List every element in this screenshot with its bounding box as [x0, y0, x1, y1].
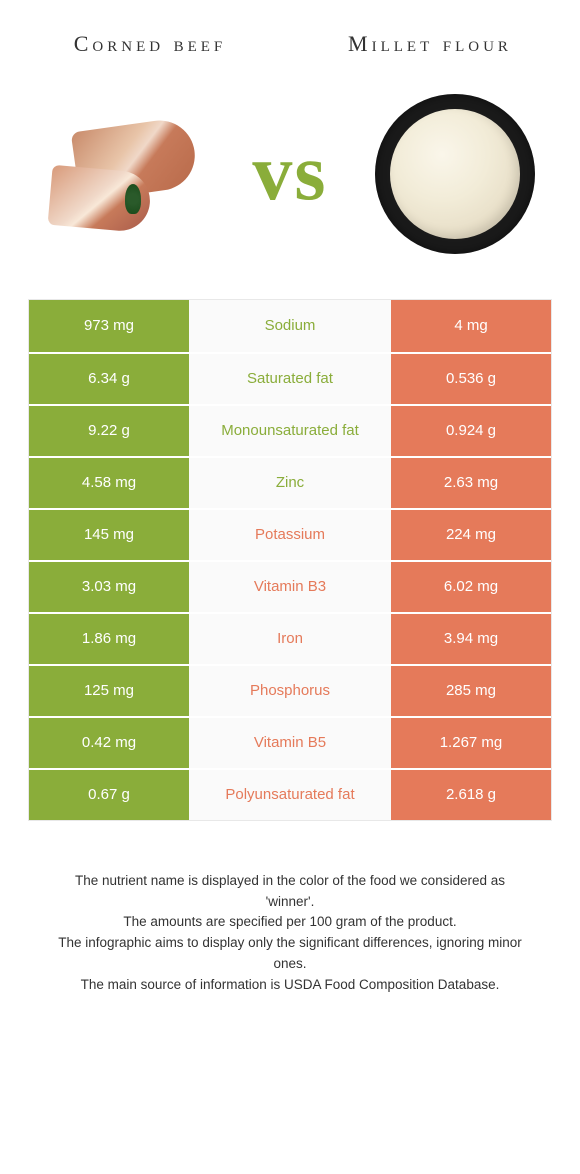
table-row: 3.03 mgVitamin B36.02 mg — [29, 560, 551, 612]
nutrient-name-cell: Saturated fat — [189, 354, 391, 404]
right-value-cell: 4 mg — [391, 300, 551, 352]
nutrient-name-cell: Phosphorus — [189, 666, 391, 716]
nutrient-name-cell: Potassium — [189, 510, 391, 560]
millet-flour-image — [370, 89, 540, 259]
right-value-cell: 2.618 g — [391, 770, 551, 820]
footer-line: The infographic aims to display only the… — [50, 933, 530, 975]
table-row: 9.22 gMonounsaturated fat0.924 g — [29, 404, 551, 456]
right-value-cell: 6.02 mg — [391, 562, 551, 612]
vs-label: vs — [252, 128, 327, 219]
right-value-cell: 3.94 mg — [391, 614, 551, 664]
right-value-cell: 1.267 mg — [391, 718, 551, 768]
left-value-cell: 125 mg — [29, 666, 189, 716]
infographic-container: Corned beef Millet flour vs 973 mgSodium… — [0, 0, 580, 1036]
nutrient-name-cell: Vitamin B3 — [189, 562, 391, 612]
footer-line: The amounts are specified per 100 gram o… — [50, 912, 530, 933]
table-row: 0.67 gPolyunsaturated fat2.618 g — [29, 768, 551, 820]
left-value-cell: 3.03 mg — [29, 562, 189, 612]
right-value-cell: 0.924 g — [391, 406, 551, 456]
right-value-cell: 2.63 mg — [391, 458, 551, 508]
left-value-cell: 0.67 g — [29, 770, 189, 820]
left-value-cell: 145 mg — [29, 510, 189, 560]
nutrient-name-cell: Zinc — [189, 458, 391, 508]
left-value-cell: 973 mg — [29, 300, 189, 352]
table-row: 6.34 gSaturated fat0.536 g — [29, 352, 551, 404]
footer-notes: The nutrient name is displayed in the co… — [20, 821, 560, 1017]
left-value-cell: 9.22 g — [29, 406, 189, 456]
table-row: 973 mgSodium4 mg — [29, 300, 551, 352]
left-value-cell: 0.42 mg — [29, 718, 189, 768]
titles-row: Corned beef Millet flour — [20, 30, 560, 59]
nutrient-name-cell: Sodium — [189, 300, 391, 352]
right-value-cell: 0.536 g — [391, 354, 551, 404]
hero-row: vs — [20, 59, 560, 299]
table-row: 4.58 mgZinc2.63 mg — [29, 456, 551, 508]
left-value-cell: 4.58 mg — [29, 458, 189, 508]
table-row: 145 mgPotassium224 mg — [29, 508, 551, 560]
footer-line: The main source of information is USDA F… — [50, 975, 530, 996]
left-value-cell: 1.86 mg — [29, 614, 189, 664]
left-value-cell: 6.34 g — [29, 354, 189, 404]
table-row: 1.86 mgIron3.94 mg — [29, 612, 551, 664]
table-row: 0.42 mgVitamin B51.267 mg — [29, 716, 551, 768]
nutrient-name-cell: Monounsaturated fat — [189, 406, 391, 456]
table-row: 125 mgPhosphorus285 mg — [29, 664, 551, 716]
comparison-table: 973 mgSodium4 mg6.34 gSaturated fat0.536… — [28, 299, 552, 821]
right-food-title: Millet flour — [330, 30, 530, 59]
footer-line: The nutrient name is displayed in the co… — [50, 871, 530, 913]
nutrient-name-cell: Vitamin B5 — [189, 718, 391, 768]
corned-beef-image — [40, 89, 210, 259]
right-value-cell: 285 mg — [391, 666, 551, 716]
left-food-title: Corned beef — [50, 30, 250, 59]
nutrient-name-cell: Polyunsaturated fat — [189, 770, 391, 820]
nutrient-name-cell: Iron — [189, 614, 391, 664]
right-value-cell: 224 mg — [391, 510, 551, 560]
